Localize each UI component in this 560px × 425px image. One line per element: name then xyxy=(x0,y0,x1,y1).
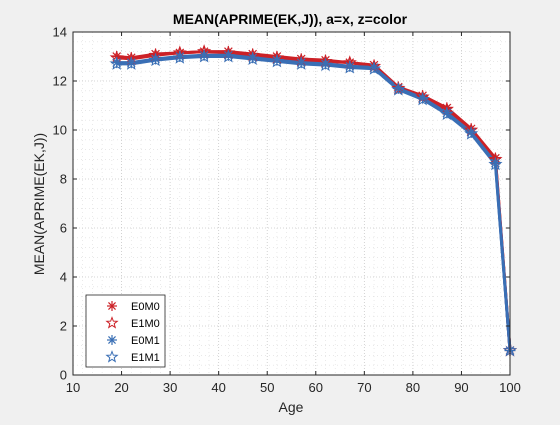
x-tick-label: 10 xyxy=(66,380,80,395)
y-tick-label: 10 xyxy=(53,123,67,138)
x-tick-label: 20 xyxy=(114,380,128,395)
y-tick-label: 14 xyxy=(53,25,67,40)
x-tick-label: 90 xyxy=(454,380,468,395)
legend-label: E0M0 xyxy=(131,301,160,313)
legend-marker xyxy=(107,301,117,311)
y-tick-label: 12 xyxy=(53,74,67,89)
y-axis-label: MEAN(APRIME(EK,J)) xyxy=(31,133,47,275)
y-tick-label: 4 xyxy=(60,270,67,285)
y-tick-label: 6 xyxy=(60,221,67,236)
x-tick-label: 40 xyxy=(211,380,225,395)
x-tick-label: 70 xyxy=(357,380,371,395)
y-tick-label: 2 xyxy=(60,319,67,334)
legend-label: E0M1 xyxy=(131,335,160,347)
x-tick-label: 60 xyxy=(309,380,323,395)
legend-label: E1M0 xyxy=(131,318,160,330)
legend-label: E1M1 xyxy=(131,352,160,364)
y-tick-label: 0 xyxy=(60,368,67,383)
x-axis-label: Age xyxy=(279,399,304,415)
x-tick-label: 80 xyxy=(406,380,420,395)
legend-marker xyxy=(107,335,117,345)
x-tick-label: 50 xyxy=(260,380,274,395)
x-tick-label: 100 xyxy=(499,380,521,395)
chart-title: MEAN(APRIME(EK,J)), a=x, z=color xyxy=(173,11,408,27)
legend: E0M0 E1M0 E0M1 E1M1 xyxy=(86,295,165,367)
y-tick-label: 8 xyxy=(60,172,67,187)
x-tick-label: 30 xyxy=(163,380,177,395)
